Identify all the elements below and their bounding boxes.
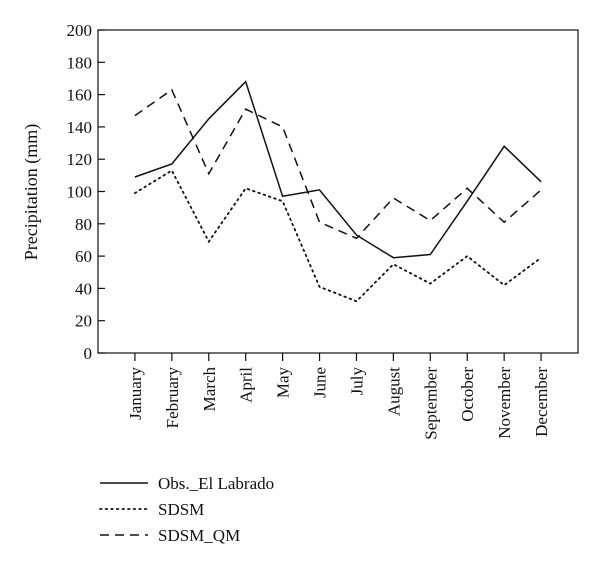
- x-tick-label: September: [421, 367, 440, 440]
- legend: Obs._El Labrado SDSM SDSM_QM: [99, 474, 274, 545]
- x-tick-label: December: [532, 367, 551, 437]
- legend-item: SDSM: [99, 500, 204, 519]
- y-tick-label: 120: [67, 150, 93, 169]
- x-axis: January February March April May June July Augu…: [126, 353, 551, 440]
- x-tick-label: July: [347, 367, 366, 396]
- x-tick-label: February: [163, 367, 182, 429]
- series-line-sdsm-qm: [134, 88, 542, 240]
- y-tick-label: 180: [67, 53, 93, 72]
- legend-label: SDSM_QM: [158, 526, 240, 545]
- y-tick-label: 80: [75, 215, 92, 234]
- x-tick-label: November: [495, 367, 514, 439]
- x-tick-label: January: [126, 367, 145, 420]
- y-tick-label: 40: [75, 279, 92, 298]
- x-tick-label: June: [311, 367, 330, 398]
- y-tick-label: 200: [67, 21, 93, 40]
- x-tick-label: March: [200, 367, 219, 412]
- legend-item: Obs._El Labrado: [100, 474, 274, 493]
- legend-label: SDSM: [158, 500, 204, 519]
- series-lines: [133, 80, 542, 303]
- legend-label: Obs._El Labrado: [158, 474, 274, 493]
- y-tick-label: 20: [75, 312, 92, 331]
- x-tick-label: May: [274, 367, 293, 399]
- legend-item: SDSM_QM: [100, 526, 240, 545]
- plot-frame: [97, 29, 579, 354]
- y-tick-label: 160: [67, 86, 93, 105]
- plot-area: [97, 29, 579, 354]
- y-tick-label: 140: [67, 118, 93, 137]
- y-tick-label: 100: [67, 183, 93, 202]
- y-axis: 0 20 40 60 80 100 120 140 160 180 200: [67, 21, 105, 363]
- series-line-sdsm: [133, 169, 542, 303]
- x-tick-label: April: [237, 367, 256, 403]
- y-tick-label: 60: [75, 247, 92, 266]
- y-tick-label: 0: [84, 344, 93, 363]
- x-tick-label: October: [458, 367, 477, 422]
- x-tick-label: August: [384, 367, 403, 416]
- y-axis-label: Precipitation (mm): [21, 124, 42, 260]
- series-line-obs-el-labrado: [134, 80, 542, 259]
